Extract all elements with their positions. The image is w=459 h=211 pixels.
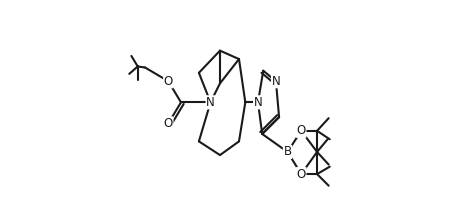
Text: N: N [254, 96, 263, 109]
Text: O: O [297, 168, 306, 181]
Text: N: N [272, 75, 280, 88]
Text: O: O [297, 124, 306, 137]
Text: N: N [206, 96, 215, 109]
Text: O: O [164, 75, 173, 88]
Text: B: B [284, 145, 291, 158]
Text: O: O [164, 117, 173, 130]
